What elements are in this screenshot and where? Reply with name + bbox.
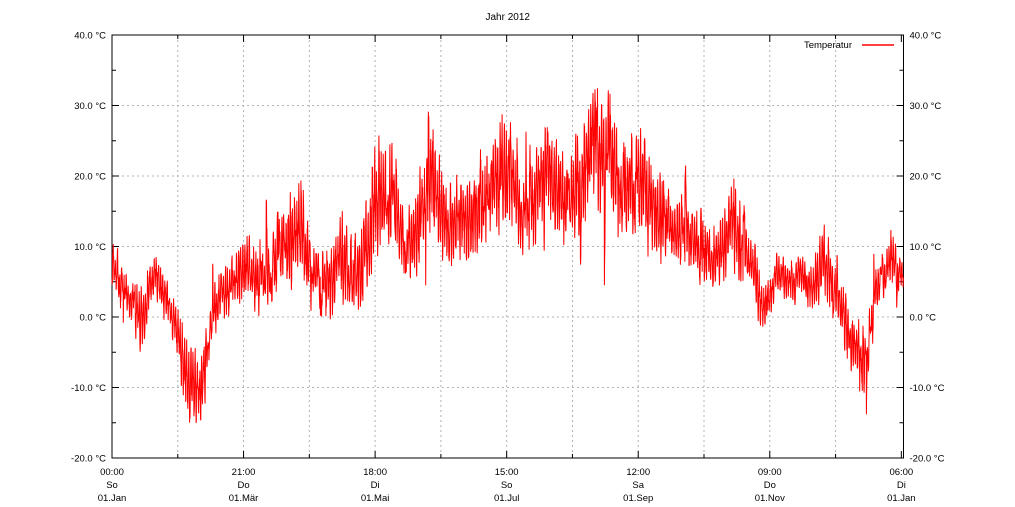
x-axis-label-weekday: Di xyxy=(897,480,906,491)
x-axis-label-time: 09:00 xyxy=(758,467,782,478)
x-axis-label-time: 00:00 xyxy=(100,467,124,478)
x-axis-label-weekday: Do xyxy=(764,480,776,491)
x-axis-label-date: 01.Jan xyxy=(98,493,127,504)
x-axis-label-date: 01.Jan xyxy=(887,493,916,504)
x-axis-label-date: 01.Mär xyxy=(229,493,259,504)
x-axis-label-weekday: So xyxy=(106,480,118,491)
y-axis-label-right: 20.0 °C xyxy=(910,172,942,183)
x-axis-label-date: 01.Sep xyxy=(623,493,653,504)
y-axis-labels-right: 40.0 °C 30.0 °C 20.0 °C 10.0 °C 0.0 °C -10.0 … xyxy=(910,31,945,465)
legend-label: Temperatur xyxy=(804,40,852,51)
y-axis-label-left: -20.0 °C xyxy=(71,454,106,465)
y-axis-label-left: 10.0 °C xyxy=(74,242,106,253)
x-axis-label-weekday: Sa xyxy=(632,480,644,491)
y-axis-label-right: 10.0 °C xyxy=(910,242,942,253)
x-axis-label-date: 01.Nov xyxy=(755,493,785,504)
temperature-series-line xyxy=(111,88,904,423)
y-axis-label-right: -10.0 °C xyxy=(910,383,945,394)
x-axis-label-date: 01.Mai xyxy=(361,493,390,504)
y-axis-label-right: -20.0 °C xyxy=(910,454,945,465)
y-axis-label-left: 30.0 °C xyxy=(74,101,106,112)
x-axis-labels: 00:00 So 01.Jan 21:00 Do 01.Mär 18:00 Di 01.Mai 1… xyxy=(98,467,916,504)
plot-border xyxy=(111,34,904,459)
x-axis-label-time: 06:00 xyxy=(889,467,913,478)
y-axis-label-right: 40.0 °C xyxy=(910,31,942,42)
x-axis-label-time: 18:00 xyxy=(363,467,387,478)
x-axis-label-weekday: So xyxy=(501,480,513,491)
gridlines xyxy=(112,35,904,458)
x-axis-label-time: 21:00 xyxy=(232,467,256,478)
x-axis-label-time: 15:00 xyxy=(495,467,519,478)
legend: Temperatur xyxy=(804,40,894,51)
y-axis-label-left: 20.0 °C xyxy=(74,172,106,183)
y-axis-labels-left: 40.0 °C 30.0 °C 20.0 °C 10.0 °C 0.0 °C -10.0 … xyxy=(71,31,106,465)
x-axis-label-weekday: Do xyxy=(237,480,249,491)
x-axis-label-weekday: Di xyxy=(371,480,380,491)
y-axis-label-right: 30.0 °C xyxy=(910,101,942,112)
x-axis-label-date: 01.Jul xyxy=(494,493,519,504)
x-axis-label-time: 12:00 xyxy=(626,467,650,478)
chart-title: Jahr 2012 xyxy=(486,12,531,23)
y-axis-label-left: 40.0 °C xyxy=(74,31,106,42)
y-axis-label-left: 0.0 °C xyxy=(79,313,106,324)
y-axis-label-left: -10.0 °C xyxy=(71,383,106,394)
y-axis-label-right: 0.0 °C xyxy=(910,313,937,324)
